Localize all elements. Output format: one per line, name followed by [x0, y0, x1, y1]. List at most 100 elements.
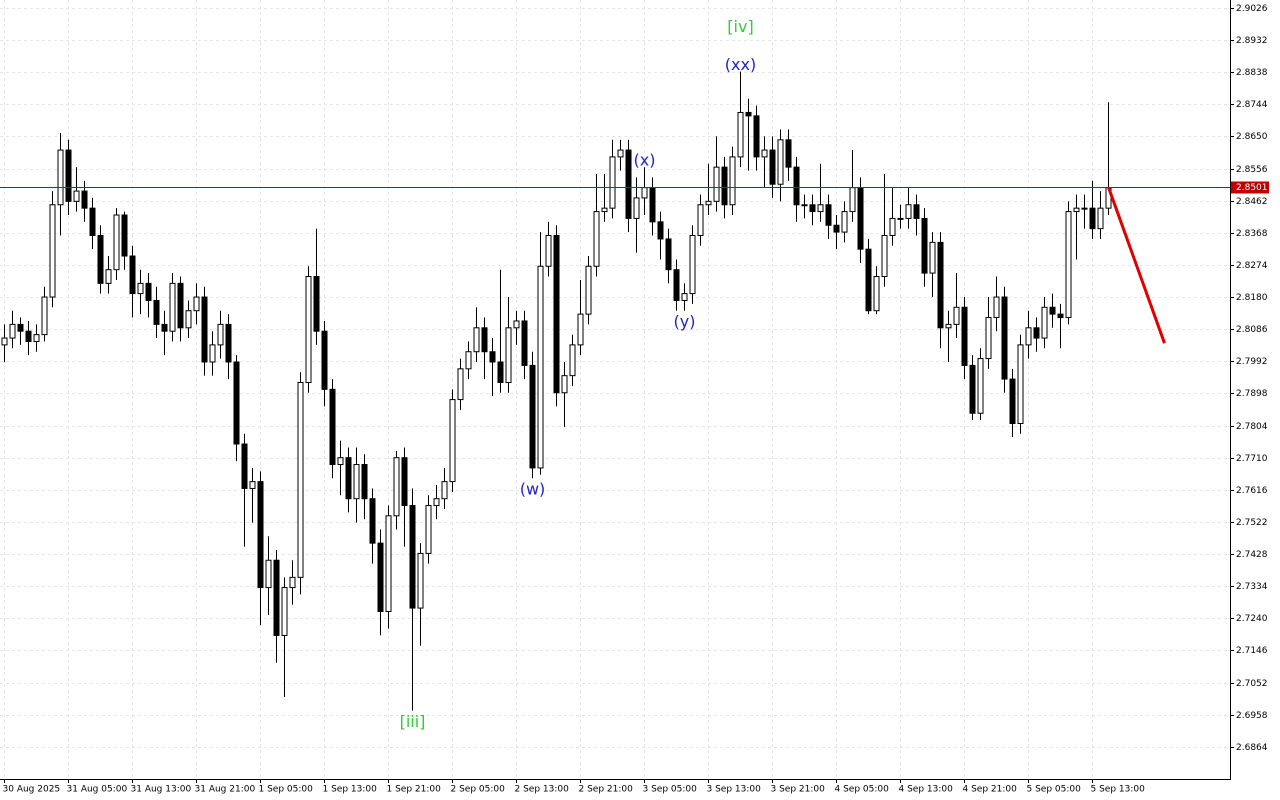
candle-body — [1025, 327, 1032, 346]
y-tick-label: 2.6958 — [1236, 711, 1268, 721]
y-tick-label: 2.8838 — [1236, 68, 1268, 78]
candle-body — [505, 327, 512, 383]
candle-body — [65, 149, 72, 202]
candle-body — [409, 505, 416, 609]
candle-body — [681, 293, 688, 301]
wave-label: [iv] — [727, 17, 753, 36]
candle-body — [153, 299, 160, 325]
candle-body — [977, 358, 984, 414]
candle-body — [1097, 207, 1104, 230]
candle-body — [393, 457, 400, 517]
candle-body — [705, 200, 712, 206]
x-tick-label: 4 Sep 05:00 — [835, 785, 890, 795]
y-tick-label: 2.7240 — [1236, 614, 1268, 624]
candle-body — [905, 204, 912, 219]
candle-body — [457, 368, 464, 401]
candle-body — [753, 115, 760, 158]
y-tick-label: 2.6864 — [1236, 743, 1268, 753]
candle-body — [953, 306, 960, 325]
x-tick-label: 5 Sep 13:00 — [1091, 785, 1146, 795]
candle-body — [873, 276, 880, 312]
candle-body — [801, 204, 808, 207]
y-tick-label: 2.8274 — [1236, 261, 1268, 271]
candle-body — [889, 217, 896, 237]
candle-body — [729, 156, 736, 206]
candle-body — [489, 351, 496, 363]
candle-body — [385, 515, 392, 613]
candle-body — [609, 156, 616, 209]
x-tick-label: 1 Sep 21:00 — [387, 785, 442, 795]
candle-body — [785, 139, 792, 168]
x-tick-label: 5 Sep 05:00 — [1027, 785, 1082, 795]
candle-body — [929, 241, 936, 274]
x-tick-label: 4 Sep 21:00 — [963, 785, 1018, 795]
candle-body — [617, 149, 624, 158]
wave-label: (x) — [634, 151, 656, 170]
candle-body — [553, 235, 560, 394]
candle-body — [857, 187, 864, 250]
y-tick-label: 2.7616 — [1236, 486, 1268, 496]
y-tick-label: 2.8556 — [1236, 165, 1268, 175]
candle-body — [881, 235, 888, 278]
candle-body — [369, 498, 376, 544]
candle-body — [473, 327, 480, 353]
candle-body — [985, 317, 992, 360]
y-tick-label: 2.8744 — [1236, 100, 1268, 110]
candle-body — [833, 224, 840, 233]
x-tick-label: 1 Sep 13:00 — [323, 785, 378, 795]
y-tick-label: 2.7898 — [1236, 389, 1268, 399]
candle-body — [121, 214, 128, 257]
wave-label: [iii] — [400, 712, 426, 731]
candle-body — [1089, 207, 1096, 230]
candle-body — [361, 464, 368, 500]
candle-body — [697, 204, 704, 237]
candle-body — [81, 190, 88, 209]
y-tick-label: 2.8086 — [1236, 325, 1268, 335]
candle-body — [49, 204, 56, 298]
candle-body — [1073, 207, 1080, 213]
candle-body — [257, 481, 264, 589]
candle-body — [481, 327, 488, 353]
candle-body — [113, 214, 120, 271]
grid — [0, 0, 1230, 779]
candle-body — [1, 337, 8, 346]
x-tick-label: 31 Aug 13:00 — [131, 785, 192, 795]
candle-body — [289, 576, 296, 589]
candle-body — [793, 166, 800, 206]
candle-body — [25, 330, 32, 342]
candle-body — [97, 235, 104, 284]
candle-body — [433, 498, 440, 507]
candle-body — [713, 166, 720, 202]
candle-body — [761, 149, 768, 158]
y-tick-label: 2.7710 — [1236, 454, 1268, 464]
y-tick-label: 2.7334 — [1236, 582, 1268, 592]
candle-body — [625, 149, 632, 219]
current-price-label: 2.8501 — [1236, 183, 1268, 193]
candle-body — [265, 559, 272, 589]
x-tick-label: 31 Aug 21:00 — [195, 785, 256, 795]
candle-body — [401, 457, 408, 507]
candle-body — [225, 323, 232, 363]
candle-body — [9, 323, 16, 339]
y-tick-label: 2.8650 — [1236, 132, 1268, 142]
candle-body — [921, 217, 928, 274]
y-tick-label: 2.8180 — [1236, 293, 1268, 303]
candle-body — [665, 238, 672, 271]
candle-body — [569, 344, 576, 377]
candle-body — [353, 464, 360, 500]
candle-body — [913, 204, 920, 219]
candle-body — [497, 361, 504, 383]
current-price-box — [1231, 181, 1269, 194]
candle-body — [145, 282, 152, 301]
candle-body — [577, 313, 584, 346]
candle-body — [521, 320, 528, 366]
candle-body — [825, 204, 832, 226]
candle-body — [193, 296, 200, 312]
candle-body — [897, 217, 904, 220]
y-tick-label: 2.8932 — [1236, 36, 1268, 46]
candle-body — [993, 296, 1000, 319]
candle-body — [449, 399, 456, 483]
candle-body — [465, 351, 472, 370]
candle-body — [313, 276, 320, 332]
candle-body — [441, 481, 448, 500]
